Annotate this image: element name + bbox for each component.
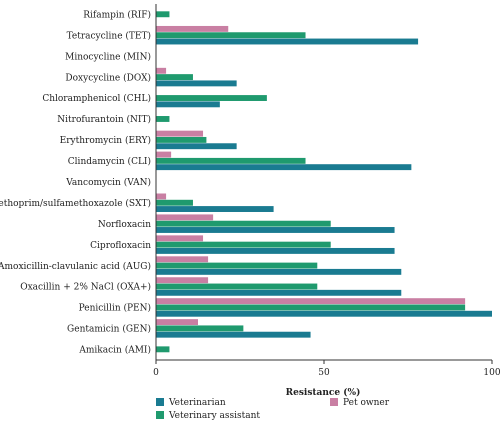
legend-label: Pet owner bbox=[343, 398, 390, 408]
bar bbox=[156, 304, 466, 311]
legend-swatch bbox=[156, 398, 164, 406]
bar bbox=[156, 256, 209, 263]
x-axis-title: Resistance (%) bbox=[286, 387, 361, 398]
category-label: Tetracycline (TET) bbox=[67, 30, 151, 41]
category-labels: Rifampin (RIF) Tetracycline (TET) Minocycl… bbox=[0, 9, 151, 355]
category-label: Nitrofurantoin (NIT) bbox=[57, 114, 151, 125]
bar bbox=[156, 346, 170, 353]
bar bbox=[156, 164, 412, 171]
bar bbox=[156, 25, 229, 32]
legend-label: Veterinarian bbox=[168, 398, 226, 408]
bar bbox=[156, 277, 209, 284]
bar bbox=[156, 298, 466, 305]
category-label: Gentamicin (GEN) bbox=[67, 324, 151, 335]
bar bbox=[156, 80, 237, 87]
x-tick-label: 50 bbox=[318, 368, 330, 378]
category-label: Minocycline (MIN) bbox=[65, 51, 151, 62]
x-axis: 0 50 100 bbox=[153, 4, 500, 378]
category-label: Erythromycin (ERY) bbox=[60, 135, 151, 146]
bar bbox=[156, 283, 318, 290]
bar bbox=[156, 74, 193, 81]
bar bbox=[156, 151, 172, 158]
bar bbox=[156, 214, 214, 221]
bar bbox=[156, 310, 492, 317]
category-label: Ciprofloxacin bbox=[90, 241, 151, 251]
legend: Veterinarian Pet owner Veterinary assistan… bbox=[156, 398, 390, 421]
legend-swatch bbox=[330, 398, 338, 406]
bar bbox=[156, 130, 204, 137]
x-tick-label: 0 bbox=[153, 368, 159, 378]
plot-area bbox=[156, 11, 492, 353]
bar bbox=[156, 136, 207, 143]
bar bbox=[156, 157, 306, 164]
bar bbox=[156, 11, 170, 18]
category-label: Amoxicillin-clavulanic acid (AUG) bbox=[0, 261, 151, 272]
bar bbox=[156, 235, 204, 242]
category-label: Doxycycline (DOX) bbox=[65, 72, 151, 83]
bar bbox=[156, 220, 331, 227]
category-label: Amikacin (AMI) bbox=[78, 345, 151, 356]
bar bbox=[156, 32, 306, 39]
bar bbox=[156, 247, 395, 254]
bar bbox=[156, 241, 331, 248]
category-label: Vancomycin (VAN) bbox=[65, 177, 151, 188]
legend-swatch bbox=[156, 411, 164, 419]
bar bbox=[156, 143, 237, 150]
category-label: Chloramphenicol (CHL) bbox=[42, 93, 151, 104]
bar bbox=[156, 116, 170, 122]
legend-label: Veterinary assistant bbox=[168, 411, 260, 421]
category-label: Rifampin (RIF) bbox=[83, 9, 151, 20]
bar bbox=[156, 289, 402, 296]
bar bbox=[156, 325, 244, 332]
bar bbox=[156, 319, 198, 326]
bar bbox=[156, 38, 419, 45]
bar bbox=[156, 67, 167, 74]
bar bbox=[156, 206, 274, 212]
bar bbox=[156, 268, 402, 275]
bar bbox=[156, 227, 395, 233]
category-label: Penicillin (PEN) bbox=[79, 303, 151, 314]
bar bbox=[156, 193, 167, 200]
bar bbox=[156, 262, 318, 269]
category-label: Trimethoprim/sulfamethoxazole (SXT) bbox=[0, 198, 151, 209]
bar bbox=[156, 331, 311, 338]
category-label: Clindamycin (CLI) bbox=[68, 156, 151, 167]
x-tick-label: 100 bbox=[483, 368, 500, 378]
category-label: Oxacillin + 2% NaCl (OXA+) bbox=[20, 282, 151, 293]
bar bbox=[156, 101, 220, 108]
bar bbox=[156, 95, 267, 101]
category-label: Norfloxacin bbox=[98, 220, 151, 230]
bar bbox=[156, 199, 193, 206]
